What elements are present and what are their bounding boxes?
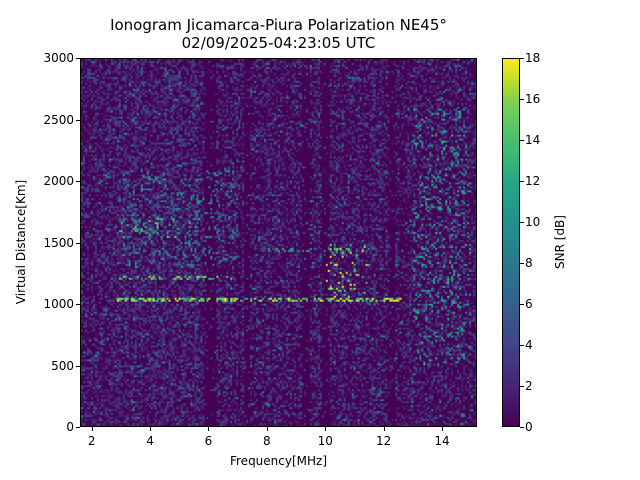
colorbar-tick-mark <box>520 427 524 428</box>
y-tick-mark <box>76 304 80 305</box>
ionogram-heatmap <box>80 58 477 427</box>
colorbar-tick-label: 14 <box>525 133 541 147</box>
chart-title: Ionogram Jicamarca-Piura Polarization NE… <box>80 16 477 52</box>
colorbar-tick-label: 8 <box>525 256 533 270</box>
colorbar-tick-mark <box>520 58 524 59</box>
y-tick-mark <box>76 427 80 428</box>
colorbar-tick-mark <box>520 345 524 346</box>
x-tick-label: 2 <box>87 434 96 448</box>
colorbar-tick-mark <box>520 140 524 141</box>
colorbar-tick-label: 12 <box>525 174 541 188</box>
y-tick-label: 1000 <box>43 297 74 311</box>
y-tick-label: 1500 <box>43 235 74 250</box>
colorbar-tick-mark <box>520 222 524 223</box>
colorbar-tick-mark <box>520 304 524 305</box>
y-tick-label: 3000 <box>43 51 74 65</box>
x-tick-label: 4 <box>146 434 154 448</box>
colorbar-tick-label: 6 <box>525 297 533 311</box>
colorbar-tick-mark <box>520 99 524 100</box>
y-tick-mark <box>76 242 80 244</box>
y-tick-label: 2500 <box>43 112 74 127</box>
y-tick-mark <box>76 119 80 121</box>
x-tick-label: 8 <box>262 434 271 448</box>
x-tick-mark <box>150 427 152 431</box>
colorbar-tick-label: 10 <box>525 215 541 229</box>
colorbar-tick-label: 0 <box>525 420 533 434</box>
colorbar-tick-mark <box>520 263 524 264</box>
x-tick-mark <box>383 427 385 431</box>
colorbar-label: SNR [dB] <box>553 215 567 269</box>
heatmap-canvas <box>81 59 476 426</box>
y-tick-label: 0 <box>66 420 74 434</box>
x-tick-label: 6 <box>204 434 213 448</box>
y-axis-label: Virtual Distance[Km] <box>14 179 28 305</box>
colorbar-tick-mark <box>520 181 524 182</box>
x-tick-label: 10 <box>317 434 333 448</box>
y-tick-mark <box>76 365 80 367</box>
x-tick-label: 14 <box>434 434 450 448</box>
colorbar-tick-mark <box>520 386 524 387</box>
colorbar <box>502 58 520 427</box>
chart-title-line2: 02/09/2025-04:23:05 UTC <box>181 34 376 52</box>
x-tick-mark <box>266 427 268 431</box>
x-tick-mark <box>91 427 93 431</box>
x-axis-label: Frequency[MHz] <box>229 454 328 468</box>
colorbar-tick-label: 4 <box>525 338 533 352</box>
colorbar-tick-label: 16 <box>525 92 541 106</box>
colorbar-tick-label: 18 <box>525 51 541 65</box>
x-tick-mark <box>325 427 327 431</box>
x-tick-mark <box>441 427 443 431</box>
y-tick-mark <box>76 58 80 59</box>
colorbar-tick-label: 2 <box>525 379 533 393</box>
y-tick-label: 2000 <box>43 174 74 188</box>
y-tick-mark <box>76 181 80 182</box>
x-tick-mark <box>208 427 210 431</box>
x-tick-label: 12 <box>375 434 392 448</box>
chart-title-line1: Ionogram Jicamarca-Piura Polarization NE… <box>110 16 447 34</box>
y-tick-label: 500 <box>51 358 74 373</box>
